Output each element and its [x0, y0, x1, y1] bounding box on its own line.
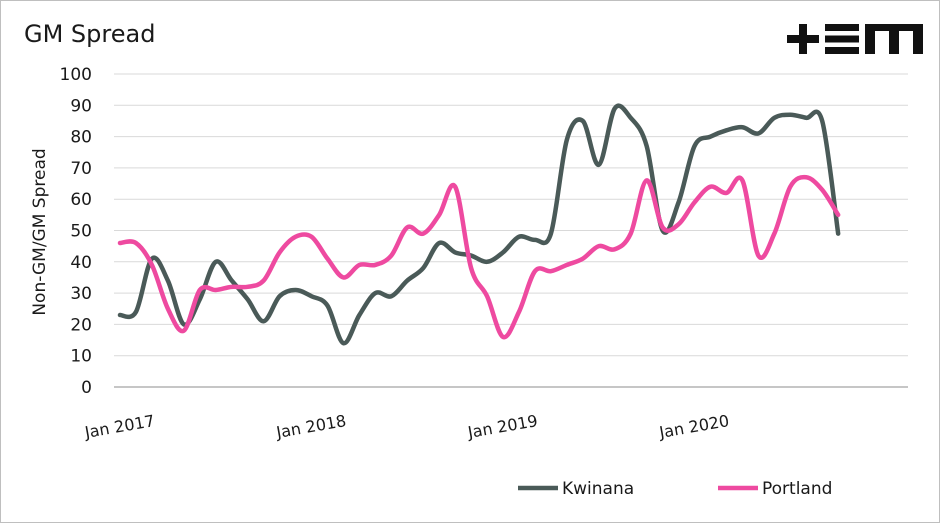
series-line-kwinana [117, 103, 841, 346]
chart-title: GM Spread [24, 20, 156, 48]
legend-label-portland: Portland [762, 479, 832, 499]
x-tick-labels: Jan 2017 Jan 2018 Jan 2019 Jan 2020 [82, 411, 730, 442]
y-tick-label: 100 [60, 65, 92, 85]
series-line-portland [117, 174, 841, 340]
tem-logo [787, 24, 923, 59]
y-axis-label: Non-GM/GM Spread [30, 148, 50, 315]
legend: Kwinana Portland [518, 479, 832, 499]
series-lines [117, 103, 841, 346]
y-tick-label: 20 [70, 315, 92, 335]
legend-label-kwinana: Kwinana [562, 479, 634, 499]
x-tick-label: Jan 2020 [657, 411, 731, 442]
x-tick-label: Jan 2017 [82, 411, 156, 442]
y-tick-label: 70 [70, 159, 92, 179]
y-tick-label: 90 [70, 96, 92, 116]
y-tick-label: 40 [70, 253, 92, 273]
tem-logo-icon [787, 24, 923, 54]
y-tick-label: 10 [70, 347, 92, 367]
y-tick-label: 30 [70, 284, 92, 304]
y-tick-label: 80 [70, 128, 92, 148]
gridlines [114, 73, 908, 388]
y-tick-labels: 0 10 20 30 40 50 60 70 80 90 100 [60, 65, 92, 398]
y-tick-label: 0 [81, 378, 92, 398]
x-tick-label: Jan 2019 [465, 411, 539, 442]
y-tick-label: 60 [70, 190, 92, 210]
x-tick-label: Jan 2018 [274, 411, 348, 442]
y-tick-label: 50 [70, 222, 92, 242]
